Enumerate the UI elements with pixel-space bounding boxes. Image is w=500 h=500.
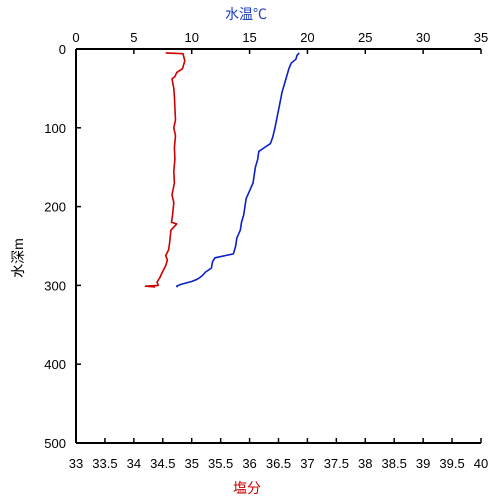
bottom-tick-label: 36.5 [266, 456, 291, 471]
salinity-series-line [144, 52, 186, 288]
y-tick-label: 400 [44, 357, 66, 372]
bottom-tick-label: 35.5 [208, 456, 233, 471]
top-tick-label: 10 [184, 30, 198, 45]
bottom-tick-label: 33 [69, 456, 83, 471]
y-tick-label: 300 [44, 278, 66, 293]
top-tick-label: 20 [300, 30, 314, 45]
top-tick-label: 25 [358, 30, 372, 45]
temperature-series-line [175, 52, 300, 288]
bottom-tick-label: 39 [416, 456, 430, 471]
bottom-tick-label: 40 [474, 456, 488, 471]
bottom-axis-title: 塩分 [233, 480, 261, 496]
bottom-tick-label: 36 [242, 456, 256, 471]
y-tick-label: 100 [44, 121, 66, 136]
bottom-tick-label: 34.5 [150, 456, 175, 471]
top-axis-title: 水温℃ [225, 6, 267, 22]
axes-layer: 0 100 200 300 400 500 0 5 10 15 20 25 30 35 33 33.5 34 34… [44, 30, 488, 471]
top-tick-label: 35 [474, 30, 488, 45]
top-tick-label: 30 [416, 30, 430, 45]
bottom-tick-label: 37.5 [324, 456, 349, 471]
top-tick-label: 15 [242, 30, 256, 45]
bottom-tick-label: 37 [300, 456, 314, 471]
y-axis-title: 水深m [10, 238, 26, 278]
top-tick-label: 0 [72, 30, 79, 45]
top-tick-label: 5 [130, 30, 137, 45]
y-tick-label: 200 [44, 200, 66, 215]
bottom-tick-label: 33.5 [92, 456, 117, 471]
bottom-tick-label: 38 [358, 456, 372, 471]
y-tick-label: 500 [44, 436, 66, 451]
y-tick-label: 0 [59, 42, 66, 57]
series-layer [144, 52, 300, 288]
bottom-tick-label: 35 [184, 456, 198, 471]
bottom-tick-label: 38.5 [382, 456, 407, 471]
bottom-tick-label: 34 [127, 456, 141, 471]
bottom-tick-label: 39.5 [439, 456, 464, 471]
